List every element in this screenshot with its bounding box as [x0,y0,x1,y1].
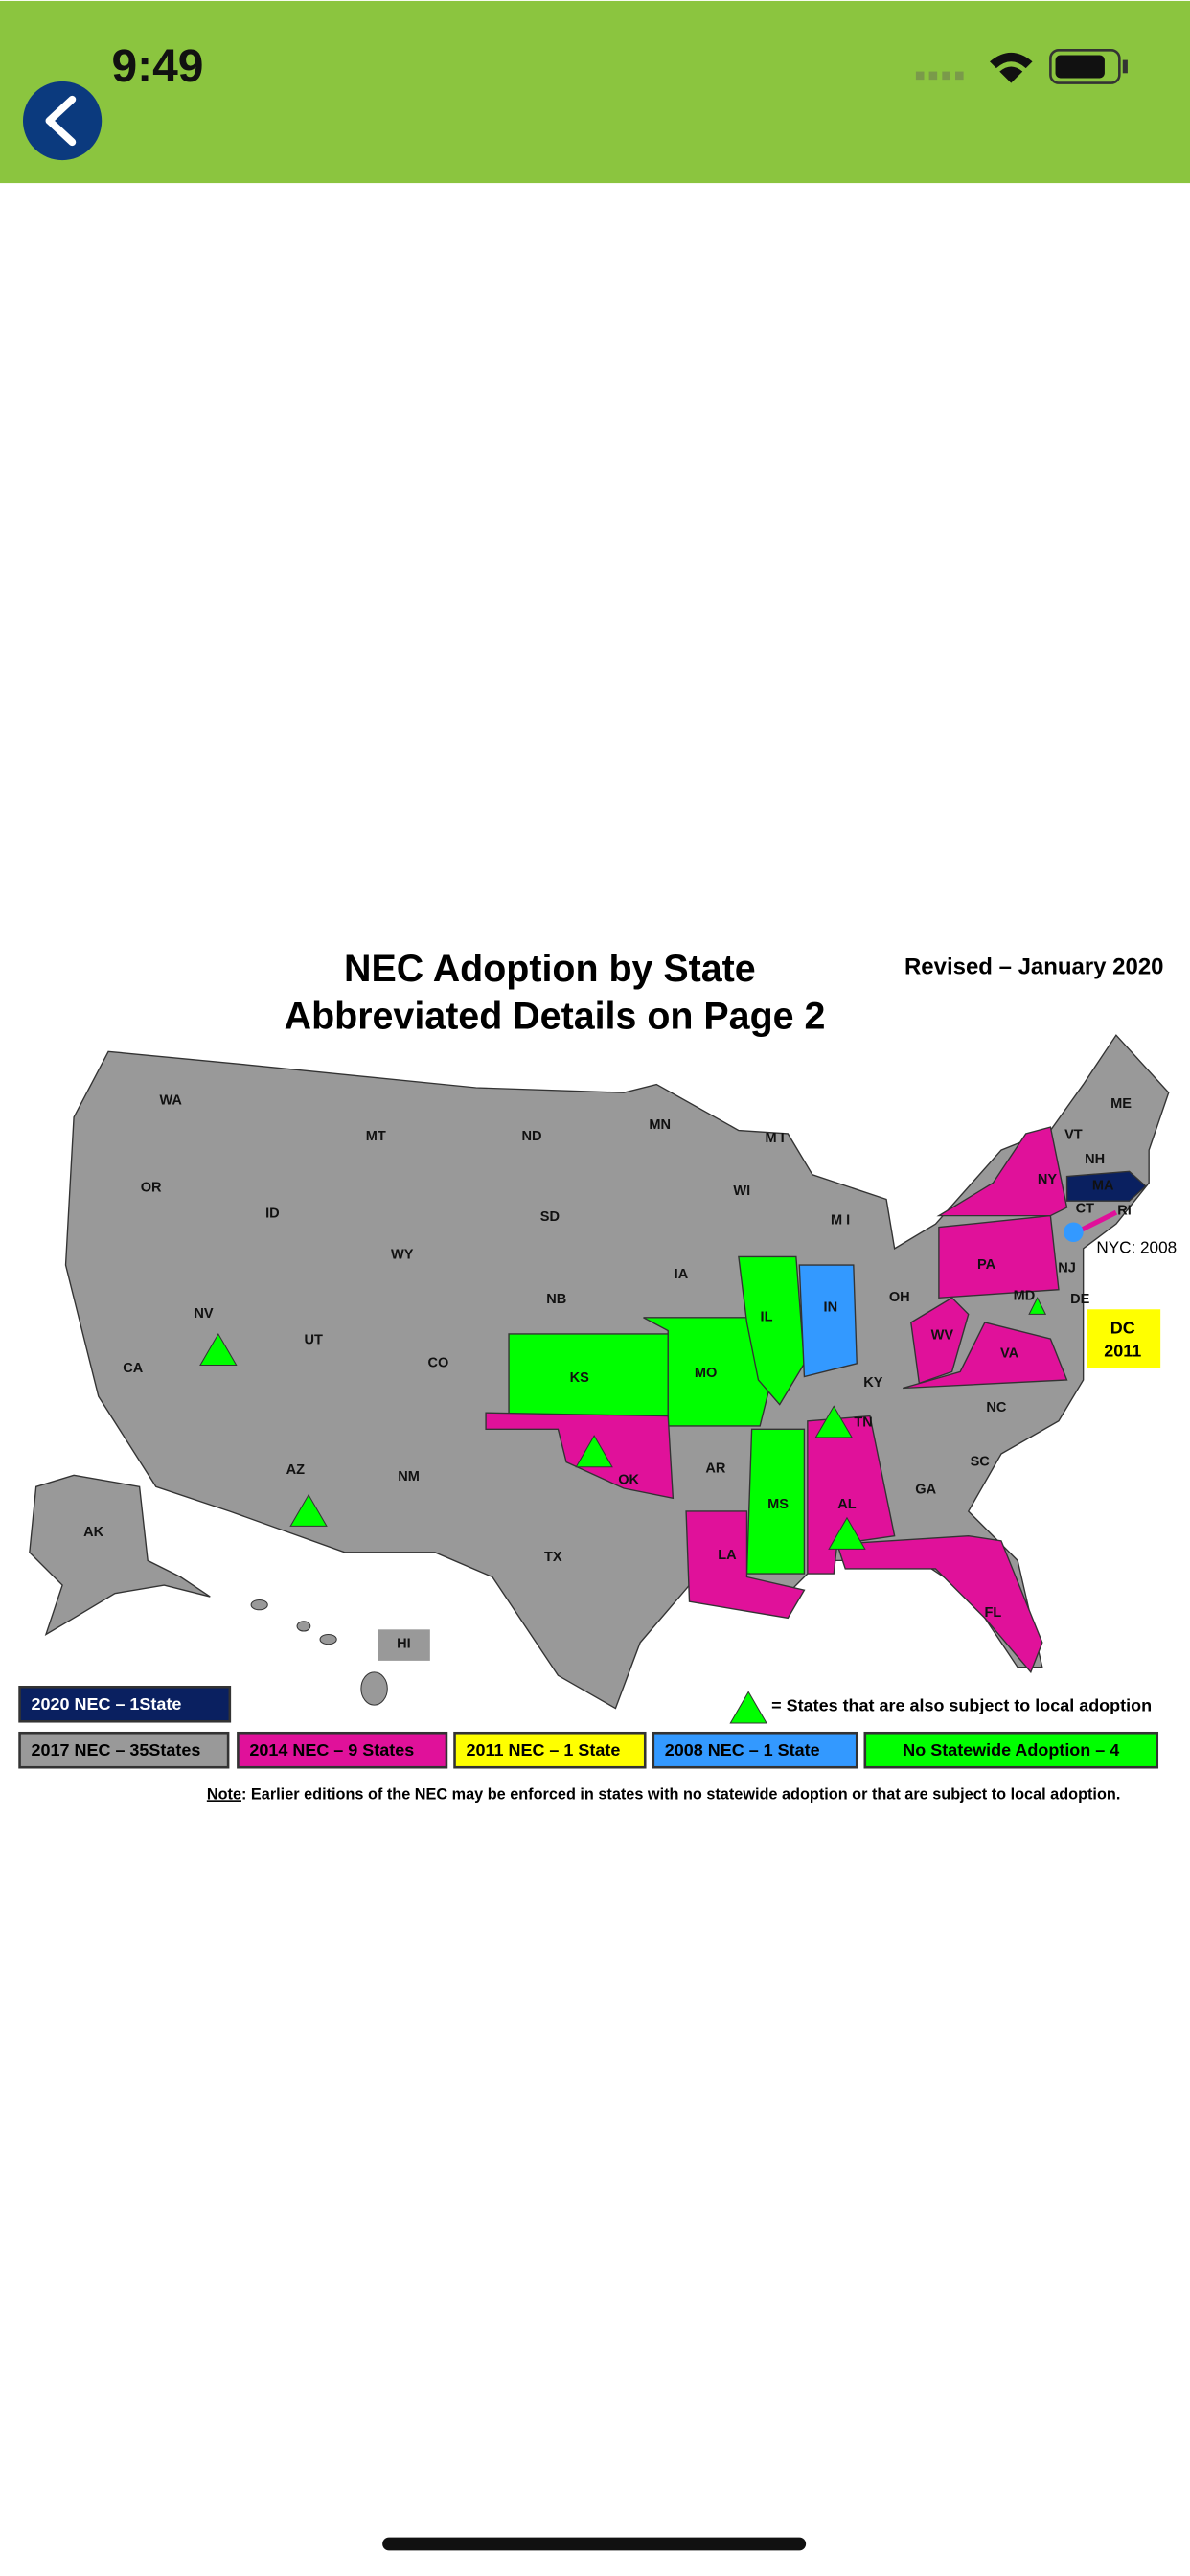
dc-label: DC [1110,1319,1135,1338]
state-label: ND [522,1129,542,1144]
state-label: ME [1110,1096,1132,1112]
state-label: MT [366,1129,386,1144]
state-label: CO [427,1356,448,1371]
state-label: WA [159,1093,182,1109]
state-label: VT [1064,1128,1083,1143]
legend-swatch [453,1731,647,1769]
legend-label: 2017 NEC – 35States [32,1740,201,1760]
status-icons [915,49,1128,84]
state-label: AR [705,1460,726,1476]
state-label: TX [544,1550,562,1565]
state-label: VA [1000,1346,1019,1361]
state-label: WI [733,1184,750,1199]
state-label: AK [83,1525,104,1540]
dc-year: 2011 [1104,1342,1141,1361]
note-label: Note [207,1786,241,1804]
state-label: ID [265,1207,280,1222]
note: Note: Earlier editions of the NEC may be… [207,1786,1121,1804]
state-label: OK [618,1472,639,1487]
legend-label: No Statewide Adoption – 4 [903,1740,1119,1760]
state-label: SD [540,1209,560,1225]
map-subtitle: Abbreviated Details on Page 2 [285,995,826,1037]
state-label: NM [398,1469,420,1484]
note-text: : Earlier editions of the NEC may be enf… [241,1786,1120,1804]
state-label: WV [931,1328,954,1344]
header [0,0,1190,184]
us-map [29,1034,1170,1710]
state-label: OH [889,1290,910,1305]
state-label: NV [194,1306,214,1322]
state-label: FL [985,1605,1002,1621]
state-label: IL [761,1310,773,1325]
state-label: OR [141,1180,162,1195]
state-label: NJ [1058,1260,1076,1276]
revised: Revised – January 2020 [904,954,1164,979]
legend-swatch [18,1685,232,1723]
state-label: NY [1038,1172,1058,1187]
state-label: AZ [286,1462,306,1478]
state-label: NC [986,1400,1007,1415]
state-label: MS [767,1497,789,1512]
state-label: IN [824,1300,838,1315]
home-indicator [382,2537,807,2551]
legend-label: 2011 NEC – 1 State [467,1740,621,1760]
state-label: CA [123,1361,144,1376]
state-label: HI [397,1637,411,1652]
state-label: IA [675,1267,689,1282]
state-label: MD [1014,1288,1036,1303]
state-label: MN [649,1117,671,1133]
state-label: SC [971,1454,991,1469]
status-time: 9:49 [111,41,203,92]
state-label: LA [718,1548,737,1563]
back-button[interactable] [22,80,103,161]
legend-swatch [18,1731,230,1769]
state-label: M I [831,1213,850,1229]
state-label: NB [546,1292,566,1307]
legend-swatch [237,1731,448,1769]
state-label: MA [1092,1179,1114,1194]
state-label: RI [1117,1203,1132,1218]
legend-label: 2008 NEC – 1 State [665,1740,820,1760]
state-label: KS [570,1370,590,1386]
state-label: GA [915,1483,936,1498]
map-title: NEC Adoption by State [344,948,756,990]
state-label: NH [1085,1152,1105,1167]
legend-label: 2020 NEC – 1State [32,1694,182,1714]
state-label: AL [837,1497,857,1512]
legend-swatch [863,1731,1159,1769]
legend-triangle-note: = States that are also subject to local … [771,1696,1152,1715]
state-label: TN [854,1414,872,1430]
legend-label: 2014 NEC – 9 States [249,1740,414,1760]
nyc-label: NYC: 2008 [1096,1237,1177,1256]
state-label: MO [695,1366,717,1381]
state-label: PA [977,1257,996,1273]
legend-swatch [652,1731,858,1769]
state-label: M I [765,1131,784,1146]
legend-triangle [729,1690,767,1724]
state-label: KY [863,1375,883,1391]
state-label: WY [391,1248,414,1263]
state-label: CT [1076,1202,1095,1217]
state-label: DE [1070,1292,1090,1307]
state-label: UT [304,1333,323,1348]
